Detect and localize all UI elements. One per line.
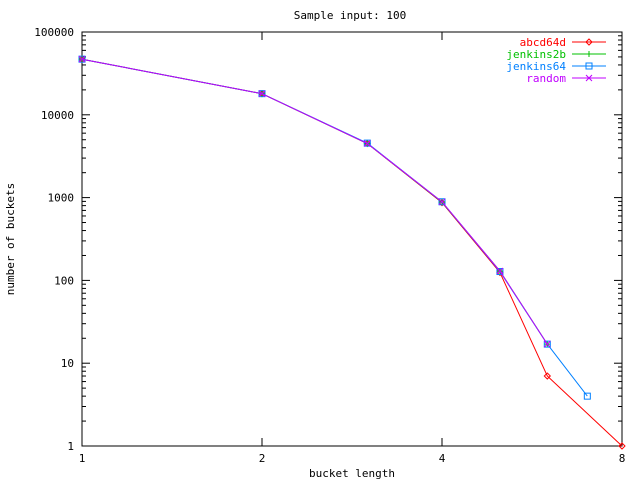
data-point-marker xyxy=(496,267,504,275)
y-tick-label: 10000 xyxy=(41,109,74,122)
legend-item: jenkins64 xyxy=(506,60,606,73)
data-point-marker xyxy=(585,74,593,82)
data-point-marker xyxy=(78,55,86,63)
x-tick-label: 4 xyxy=(439,452,446,465)
data-point-marker xyxy=(438,198,446,207)
series-jenkins2b xyxy=(79,56,551,348)
y-tick-label: 1 xyxy=(67,440,74,453)
data-point-marker xyxy=(543,340,551,348)
series-abcd64d xyxy=(78,55,626,450)
data-point-marker xyxy=(258,90,266,98)
x-tick-label: 8 xyxy=(619,452,626,465)
x-axis: 1 2 4 8 xyxy=(79,32,626,465)
legend-label: jenkins64 xyxy=(506,60,566,73)
legend-item: jenkins2b xyxy=(506,48,606,61)
data-point-marker xyxy=(363,139,371,147)
data-point-marker xyxy=(438,198,446,206)
series-random xyxy=(78,55,551,348)
y-axis: 1 10 100 1000 10000 100000 xyxy=(34,26,622,453)
data-point-marker xyxy=(585,38,593,46)
data-point-marker xyxy=(363,140,371,147)
series-line xyxy=(81,58,548,345)
data-point-marker xyxy=(586,51,592,57)
legend-label: jenkins2b xyxy=(506,48,566,61)
y-tick-label: 1000 xyxy=(48,192,75,205)
data-point-marker xyxy=(438,198,446,206)
y-tick-label: 100 xyxy=(54,274,74,287)
series-line xyxy=(81,58,548,345)
y-tick-label: 10 xyxy=(61,357,74,370)
x-axis-label: bucket length xyxy=(309,467,395,480)
plot-frame xyxy=(81,31,623,447)
y-tick-label: 100000 xyxy=(34,26,74,39)
legend-label: random xyxy=(526,72,566,85)
series-jenkins64 xyxy=(78,55,591,400)
data-point-marker xyxy=(78,55,86,63)
legend-item: random xyxy=(526,72,606,85)
data-point-marker xyxy=(583,392,591,400)
data-point-marker xyxy=(258,90,266,98)
series-layer xyxy=(78,55,626,450)
data-point-marker xyxy=(618,442,626,450)
data-point-marker xyxy=(496,268,504,276)
data-point-marker xyxy=(543,372,552,380)
x-tick-label: 2 xyxy=(259,452,266,465)
chart-title: Sample input: 100 xyxy=(294,9,407,22)
data-point-marker xyxy=(543,340,551,348)
series-line xyxy=(81,58,623,447)
data-point-marker xyxy=(585,62,593,70)
legend-item: abcd64d xyxy=(520,36,606,49)
legend-label: abcd64d xyxy=(520,36,566,49)
y-axis-label: number of buckets xyxy=(4,183,17,296)
series-line xyxy=(81,58,588,397)
x-tick-label: 1 xyxy=(79,452,86,465)
